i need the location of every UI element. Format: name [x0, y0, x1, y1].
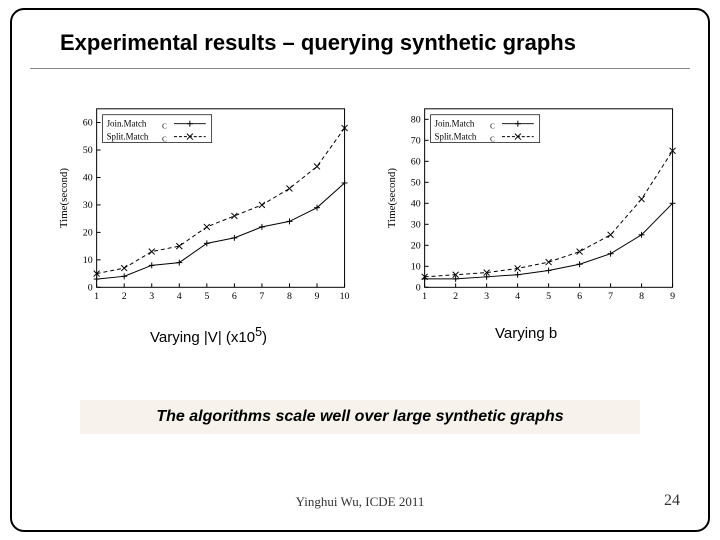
- svg-text:10: 10: [340, 291, 350, 302]
- svg-text:4: 4: [515, 291, 520, 302]
- svg-text:2: 2: [122, 291, 127, 302]
- svg-text:C: C: [162, 123, 167, 131]
- slide-title: Experimental results – querying syntheti…: [60, 30, 576, 56]
- caption-left-super: 5: [255, 325, 262, 339]
- page-number: 24: [664, 492, 680, 510]
- title-underline: [30, 68, 690, 69]
- svg-text:20: 20: [83, 227, 93, 238]
- svg-text:Split.Match: Split.Match: [107, 132, 149, 142]
- svg-text:9: 9: [315, 291, 320, 302]
- slide: Experimental results – querying syntheti…: [0, 0, 720, 540]
- svg-text:Time(second): Time(second): [58, 168, 70, 228]
- svg-text:4: 4: [177, 291, 182, 302]
- svg-text:50: 50: [410, 177, 420, 188]
- svg-text:3: 3: [149, 291, 154, 302]
- svg-text:1: 1: [94, 291, 99, 302]
- svg-text:0: 0: [88, 282, 93, 293]
- svg-text:20: 20: [410, 240, 420, 251]
- summary-box: The algorithms scale well over large syn…: [80, 400, 640, 434]
- svg-text:5: 5: [204, 291, 209, 302]
- svg-text:Join.Match: Join.Match: [107, 119, 147, 129]
- svg-text:0: 0: [415, 282, 420, 293]
- svg-text:C: C: [490, 136, 495, 144]
- svg-text:C: C: [490, 123, 495, 131]
- charts-row: 010203040506012345678910Time(second)Join…: [55, 100, 680, 310]
- svg-text:60: 60: [410, 156, 420, 167]
- svg-text:50: 50: [83, 145, 93, 156]
- svg-text:Time(second): Time(second): [385, 168, 397, 228]
- caption-right: Varying b: [495, 325, 557, 342]
- svg-text:8: 8: [287, 291, 292, 302]
- svg-text:40: 40: [83, 172, 93, 183]
- svg-text:1: 1: [422, 291, 427, 302]
- svg-text:6: 6: [232, 291, 237, 302]
- svg-text:10: 10: [83, 255, 93, 266]
- svg-text:7: 7: [608, 291, 613, 302]
- chart-varying-v: 0 10 20 30 40 50 60 1 2 3 4 5 6 7 8 9 10 Time(second) Join…: [55, 100, 353, 310]
- svg-text:30: 30: [83, 200, 93, 211]
- svg-text:60: 60: [83, 118, 93, 129]
- svg-text:2: 2: [453, 291, 458, 302]
- svg-text:5: 5: [546, 291, 551, 302]
- chart-varying-b: 0 10 20 30 40 50 60 70 80 1 2 3 4 5 6 7 8 9 Time(second) Jo…: [383, 100, 681, 310]
- svg-text:Split.Match: Split.Match: [434, 132, 476, 142]
- svg-text:40: 40: [410, 198, 420, 209]
- svg-text:80: 80: [410, 114, 420, 125]
- caption-left-text: Varying |V| (x10: [150, 329, 255, 346]
- svg-text:3: 3: [484, 291, 489, 302]
- svg-text:6: 6: [577, 291, 582, 302]
- caption-left: Varying |V| (x105): [150, 325, 267, 346]
- svg-text:30: 30: [410, 219, 420, 230]
- svg-text:70: 70: [410, 135, 420, 146]
- svg-text:7: 7: [259, 291, 264, 302]
- svg-text:8: 8: [639, 291, 644, 302]
- svg-text:10: 10: [410, 261, 420, 272]
- caption-left-suffix: ): [262, 329, 267, 346]
- svg-text:9: 9: [670, 291, 675, 302]
- svg-text:Join.Match: Join.Match: [434, 119, 474, 129]
- svg-text:C: C: [162, 136, 167, 144]
- footer-citation: Yinghui Wu, ICDE 2011: [0, 494, 720, 510]
